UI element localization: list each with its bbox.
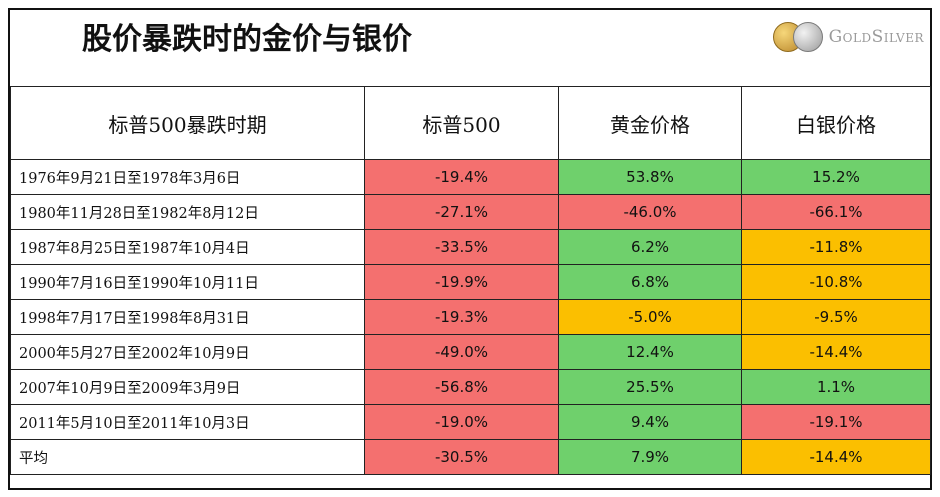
silver-cell: -9.5% <box>741 299 931 335</box>
period-cell: 1998年7月17日至1998年8月31日 <box>10 299 365 335</box>
period-cell: 平均 <box>10 439 365 475</box>
silver-cell: 15.2% <box>741 159 931 195</box>
gold-cell: 7.9% <box>558 439 742 475</box>
silver-cell: -11.8% <box>741 229 931 265</box>
table-row: 1990年7月16日至1990年10月11日 -19.9% 6.8% -10.8% <box>10 264 931 300</box>
sp500-cell: -30.5% <box>364 439 559 475</box>
data-table: 标普500暴跌时期 标普500 黄金价格 白银价格 1976年9月21日至197… <box>10 86 931 475</box>
silver-cell: -14.4% <box>741 439 931 475</box>
gold-cell: 6.2% <box>558 229 742 265</box>
gold-cell: -46.0% <box>558 194 742 230</box>
sp500-cell: -19.3% <box>364 299 559 335</box>
gold-cell: 6.8% <box>558 264 742 300</box>
table-row: 1987年8月25日至1987年10月4日 -33.5% 6.2% -11.8% <box>10 229 931 265</box>
gold-cell: 12.4% <box>558 334 742 370</box>
table-row: 2011年5月10日至2011年10月3日 -19.0% 9.4% -19.1% <box>10 404 931 440</box>
header-row: 标普500暴跌时期 标普500 黄金价格 白银价格 <box>10 86 931 160</box>
sp500-cell: -33.5% <box>364 229 559 265</box>
table-row: 1976年9月21日至1978年3月6日 -19.4% 53.8% 15.2% <box>10 159 931 195</box>
column-header-gold: 黄金价格 <box>558 86 742 160</box>
table-row: 平均 -30.5% 7.9% -14.4% <box>10 439 931 475</box>
column-header-silver: 白银价格 <box>741 86 931 160</box>
column-header-sp500: 标普500 <box>364 86 559 160</box>
sp500-cell: -27.1% <box>364 194 559 230</box>
period-cell: 2011年5月10日至2011年10月3日 <box>10 404 365 440</box>
sp500-cell: -19.0% <box>364 404 559 440</box>
table-row: 2000年5月27日至2002年10月9日 -49.0% 12.4% -14.4% <box>10 334 931 370</box>
table-row: 1998年7月17日至1998年8月31日 -19.3% -5.0% -9.5% <box>10 299 931 335</box>
period-cell: 1987年8月25日至1987年10月4日 <box>10 229 365 265</box>
sp500-cell: -19.9% <box>364 264 559 300</box>
gold-cell: -5.0% <box>558 299 742 335</box>
column-header-period: 标普500暴跌时期 <box>10 86 365 160</box>
silver-cell: -10.8% <box>741 264 931 300</box>
logo-text: GoldSilver <box>828 27 924 47</box>
gold-cell: 9.4% <box>558 404 742 440</box>
brand-logo: GoldSilver <box>772 22 924 52</box>
silver-coin-icon <box>792 22 823 52</box>
silver-cell: -66.1% <box>741 194 931 230</box>
silver-cell: -19.1% <box>741 404 931 440</box>
table-row: 2007年10月9日至2009年3月9日 -56.8% 25.5% 1.1% <box>10 369 931 405</box>
silver-cell: 1.1% <box>741 369 931 405</box>
gold-cell: 53.8% <box>558 159 742 195</box>
table-body: 1976年9月21日至1978年3月6日 -19.4% 53.8% 15.2% 1980… <box>10 159 931 475</box>
period-cell: 1976年9月21日至1978年3月6日 <box>10 159 365 195</box>
sp500-cell: -19.4% <box>364 159 559 195</box>
period-cell: 2000年5月27日至2002年10月9日 <box>10 334 365 370</box>
period-cell: 1990年7月16日至1990年10月11日 <box>10 264 365 300</box>
page-title: 股价暴跌时的金价与银价 <box>82 22 412 57</box>
sp500-cell: -56.8% <box>364 369 559 405</box>
table-row: 1980年11月28日至1982年8月12日 -27.1% -46.0% -66.1% <box>10 194 931 230</box>
sp500-cell: -49.0% <box>364 334 559 370</box>
gold-cell: 25.5% <box>558 369 742 405</box>
period-cell: 2007年10月9日至2009年3月9日 <box>10 369 365 405</box>
period-cell: 1980年11月28日至1982年8月12日 <box>10 194 365 230</box>
silver-cell: -14.4% <box>741 334 931 370</box>
